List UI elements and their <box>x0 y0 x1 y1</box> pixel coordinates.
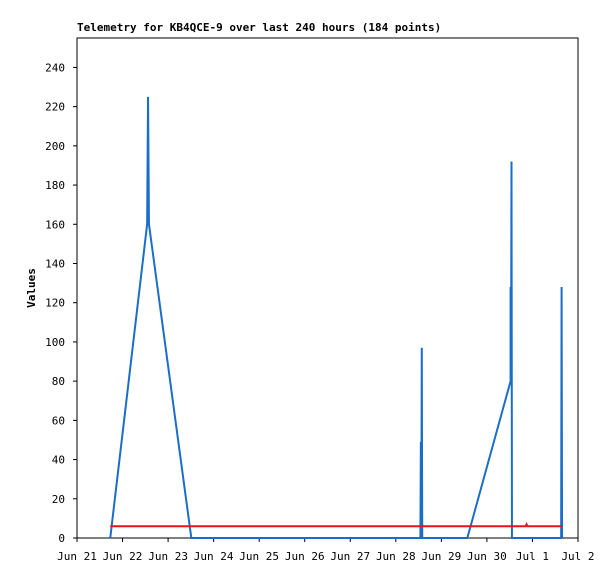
x-tick-label: Jul 2 <box>561 550 594 563</box>
x-tick-label: Jun 26 <box>285 550 325 563</box>
series-line <box>110 521 562 528</box>
x-tick-label: Jun 27 <box>330 550 370 563</box>
y-tick-label: 200 <box>45 140 65 153</box>
y-tick-label: 180 <box>45 179 65 192</box>
x-tick-label: Jun 23 <box>148 550 188 563</box>
x-tick-label: Jun 24 <box>194 550 234 563</box>
plot-frame <box>76 37 579 539</box>
y-axis-label: Values <box>25 268 38 308</box>
chart-title: Telemetry for KB4QCE-9 over last 240 hou… <box>77 21 441 34</box>
y-tick-label: 220 <box>45 101 65 114</box>
x-tick-label: Jun 25 <box>239 550 279 563</box>
y-tick-label: 120 <box>45 297 65 310</box>
y-tick-label: 240 <box>45 61 65 74</box>
y-tick-label: 20 <box>52 493 65 506</box>
x-tick-label: Jun 28 <box>376 550 416 563</box>
x-tick-label: Jun 30 <box>467 550 507 563</box>
x-tick-label: Jun 22 <box>103 550 143 563</box>
series-line <box>109 96 564 539</box>
y-tick-label: 40 <box>52 454 65 467</box>
y-tick-label: 160 <box>45 218 65 231</box>
y-tick-label: 0 <box>58 532 65 545</box>
x-tick-label: Jun 29 <box>421 550 461 563</box>
y-tick-label: 100 <box>45 336 65 349</box>
y-tick-label: 60 <box>52 414 65 427</box>
y-tick-label: 140 <box>45 257 65 270</box>
y-tick-label: 80 <box>52 375 65 388</box>
x-tick-label: Jul 1 <box>516 550 549 563</box>
x-tick-label: Jun 21 <box>57 550 97 563</box>
